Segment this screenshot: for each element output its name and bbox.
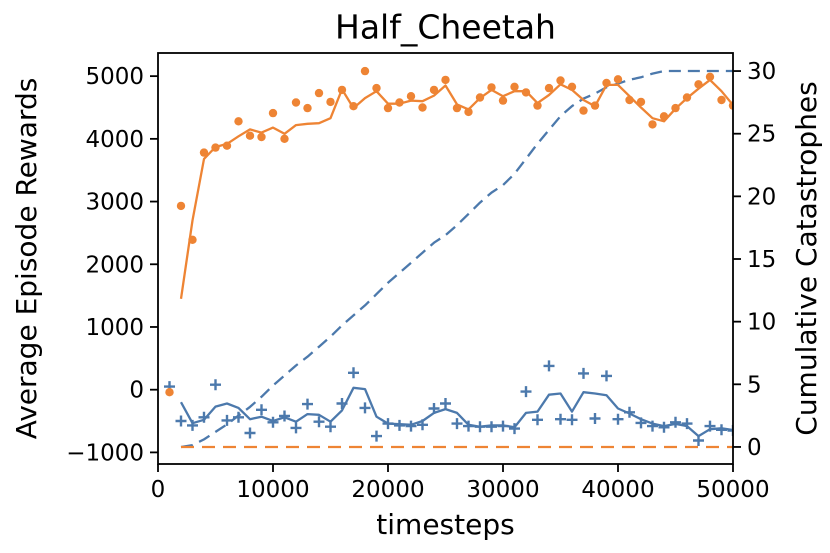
dot-marker	[452, 103, 462, 113]
dot-marker	[429, 85, 439, 95]
dot-marker	[567, 82, 577, 92]
dot-marker	[671, 103, 680, 113]
dot-marker	[165, 388, 174, 397]
series-layer	[164, 66, 733, 449]
dot-marker	[257, 132, 266, 142]
dot-marker	[464, 107, 473, 117]
x-axis-label: timesteps	[376, 508, 514, 541]
x-tick-label: 0	[151, 477, 166, 503]
dot-marker	[728, 101, 733, 110]
dot-marker	[383, 103, 393, 113]
dot-marker	[556, 76, 565, 85]
dot-marker	[303, 103, 312, 113]
y-axis-label-right: Cumulative Catastrophes	[790, 81, 823, 435]
series-orange-rewards-trend	[179, 78, 733, 299]
dot-marker	[579, 106, 588, 115]
dot-marker	[648, 120, 657, 129]
chart-title: Half_Cheetah	[335, 8, 556, 47]
dot-marker	[199, 148, 209, 157]
dot-marker	[349, 102, 358, 111]
x-tick-label: 30000	[466, 477, 539, 503]
dot-marker	[395, 98, 404, 107]
y-left-tick-label: 2000	[85, 252, 144, 278]
dot-marker	[544, 83, 554, 93]
y-left-tick-label: 3000	[85, 190, 144, 216]
dot-marker	[659, 112, 669, 121]
y-right-tick-label: 25	[747, 122, 776, 148]
x-tick-label: 20000	[351, 477, 424, 503]
dot-marker	[268, 108, 278, 118]
series-blue-catastrophes-dashed	[180, 69, 733, 449]
ticks-layer: 0 10000 20000 30000 40000 50000−1000010002000…	[66, 59, 776, 503]
dot-marker	[211, 143, 220, 152]
y-right-tick-label: 15	[747, 247, 776, 273]
dot-marker	[314, 88, 324, 98]
dot-marker	[498, 96, 508, 105]
dot-marker	[533, 101, 542, 110]
series-blue-rewards-scatter	[164, 360, 733, 446]
y-left-tick-label: 5000	[85, 64, 144, 90]
dot-marker	[441, 75, 450, 85]
dot-marker	[234, 117, 243, 126]
dot-marker	[245, 131, 255, 140]
dot-marker	[636, 97, 646, 107]
dot-marker	[717, 95, 726, 105]
dot-marker	[705, 72, 715, 82]
y-right-tick-label: 30	[747, 59, 776, 85]
series-orange-rewards-scatter	[165, 66, 733, 397]
dot-marker	[280, 134, 289, 143]
dot-marker	[521, 88, 531, 97]
dot-marker	[625, 95, 634, 105]
y-left-tick-label: −1000	[66, 440, 144, 466]
dot-marker	[682, 93, 692, 102]
dot-marker	[337, 85, 347, 95]
y-axis-label-left: Average Episode Rewards	[10, 78, 43, 440]
dot-marker	[222, 141, 232, 150]
dot-marker	[372, 83, 381, 93]
y-right-tick-label: 10	[747, 310, 776, 336]
y-right-tick-label: 5	[747, 372, 762, 398]
x-tick-label: 10000	[236, 477, 309, 503]
dot-marker	[510, 82, 519, 92]
dot-marker	[487, 83, 496, 92]
dot-marker	[694, 80, 703, 89]
dot-marker	[418, 103, 427, 112]
dot-marker	[176, 201, 186, 211]
y-left-tick-label: 1000	[85, 315, 144, 341]
x-tick-label: 50000	[696, 477, 769, 503]
dot-marker	[602, 78, 611, 88]
dot-marker	[188, 235, 197, 244]
x-tick-label: 40000	[581, 477, 654, 503]
dot-marker	[291, 98, 301, 107]
dot-marker	[406, 92, 416, 101]
y-right-tick-label: 0	[747, 435, 762, 461]
dot-marker	[475, 93, 485, 102]
y-right-tick-label: 20	[747, 184, 776, 210]
y-left-tick-label: 4000	[85, 127, 144, 153]
y-left-tick-label: 0	[129, 378, 144, 404]
dot-marker	[326, 97, 335, 107]
dot-marker	[613, 75, 623, 84]
dot-marker	[590, 101, 600, 110]
dot-marker	[360, 66, 370, 76]
